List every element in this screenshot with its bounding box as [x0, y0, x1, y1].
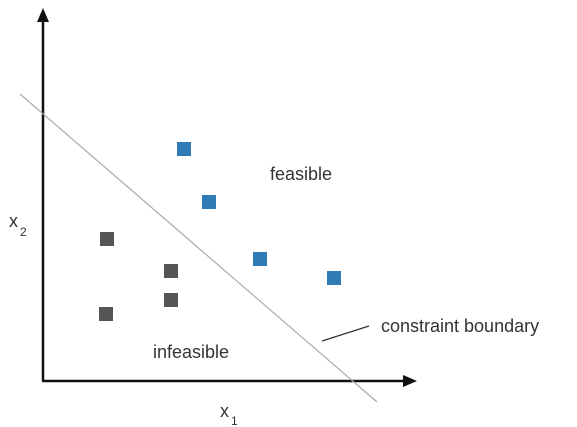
infeasible-region-label: infeasible: [153, 342, 229, 362]
infeasible-point: [164, 264, 178, 278]
infeasible-point: [99, 307, 113, 321]
feasible-points: [177, 142, 341, 285]
infeasible-point: [164, 293, 178, 307]
y-axis-label-subscript: 2: [20, 225, 27, 239]
y-axis-arrowhead: [37, 8, 49, 22]
y-axis-label: x 2: [9, 211, 27, 239]
axes: [37, 8, 417, 387]
infeasible-points: [99, 232, 178, 321]
feasible-point: [177, 142, 191, 156]
constraint-boundary-line: [19, 93, 378, 403]
feasible-point: [202, 195, 216, 209]
feasible-point: [253, 252, 267, 266]
x-axis-label: x 1: [220, 401, 238, 427]
x-axis-label-subscript: 1: [231, 414, 238, 427]
boundary-label-leader-line: [321, 325, 370, 342]
y-axis-label-main: x: [9, 211, 18, 231]
x-axis-arrowhead: [403, 375, 417, 387]
x-axis-label-main: x: [220, 401, 229, 421]
feasible-point: [327, 271, 341, 285]
feasible-region-label: feasible: [270, 164, 332, 184]
infeasible-point: [100, 232, 114, 246]
constraint-boundary-label: constraint boundary: [381, 316, 539, 336]
